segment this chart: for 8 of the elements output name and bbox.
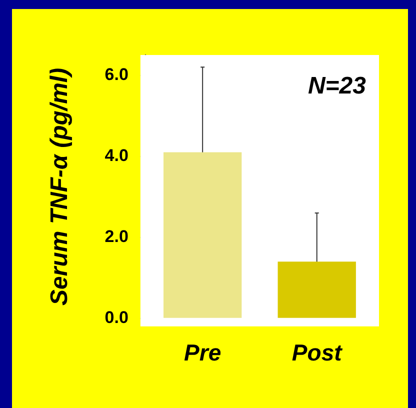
y-tick-label: 4.0 — [104, 146, 128, 165]
y-tick-label: 2.0 — [104, 227, 128, 246]
annotation: N=23 — [308, 72, 367, 100]
x-tick-label: Post — [292, 340, 344, 366]
y-tick-label: 6.0 — [104, 64, 128, 84]
y-axis-title: Serum TNF-α (pg/ml) — [46, 68, 74, 306]
x-tick-label: Pre — [184, 340, 222, 366]
y-tick-label: 0.0 — [104, 308, 128, 328]
